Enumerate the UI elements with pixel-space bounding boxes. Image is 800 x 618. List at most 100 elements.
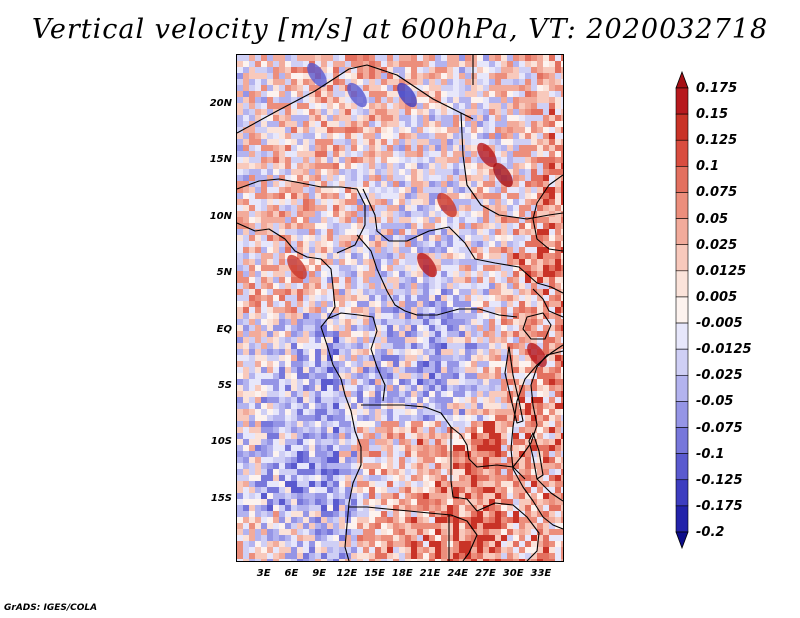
field-cell bbox=[423, 217, 430, 224]
field-cell bbox=[267, 127, 274, 134]
field-cell bbox=[435, 211, 442, 218]
field-cell bbox=[399, 499, 406, 506]
field-cell bbox=[387, 451, 394, 458]
field-cell bbox=[531, 427, 538, 434]
field-cell bbox=[405, 457, 412, 464]
field-cell bbox=[561, 145, 563, 152]
field-cell bbox=[405, 433, 412, 440]
field-cell bbox=[357, 343, 364, 350]
field-cell bbox=[549, 451, 556, 458]
field-cell bbox=[405, 181, 412, 188]
field-cell bbox=[537, 187, 544, 194]
field-cell bbox=[249, 361, 256, 368]
colorbar-level-label: 0.175 bbox=[696, 81, 738, 96]
field-cell bbox=[249, 403, 256, 410]
field-cell bbox=[267, 295, 274, 302]
field-cell bbox=[315, 205, 322, 212]
field-cell bbox=[537, 211, 544, 218]
field-cell bbox=[519, 427, 526, 434]
field-cell bbox=[489, 385, 496, 392]
field-cell bbox=[477, 205, 484, 212]
field-cell bbox=[435, 85, 442, 92]
field-cell bbox=[549, 157, 556, 164]
field-cell bbox=[399, 487, 406, 494]
field-cell bbox=[375, 481, 382, 488]
field-cell bbox=[315, 445, 322, 452]
field-cell bbox=[327, 427, 334, 434]
field-cell bbox=[501, 379, 508, 386]
field-cell bbox=[453, 115, 460, 122]
field-cell bbox=[489, 187, 496, 194]
field-cell bbox=[423, 379, 430, 386]
field-cell bbox=[519, 397, 526, 404]
colorbar bbox=[675, 70, 689, 550]
field-cell bbox=[243, 187, 250, 194]
field-cell bbox=[303, 187, 310, 194]
field-cell bbox=[351, 535, 358, 542]
field-cell bbox=[291, 121, 298, 128]
field-cell bbox=[441, 85, 448, 92]
field-cell bbox=[333, 121, 340, 128]
field-cell bbox=[507, 145, 514, 152]
field-cell bbox=[309, 223, 316, 230]
field-cell bbox=[333, 547, 340, 554]
field-cell bbox=[267, 79, 274, 86]
field-cell bbox=[339, 259, 346, 266]
field-cell bbox=[417, 85, 424, 92]
field-cell bbox=[507, 481, 514, 488]
field-cell bbox=[489, 289, 496, 296]
field-cell bbox=[405, 325, 412, 332]
field-cell bbox=[471, 61, 478, 68]
field-cell bbox=[273, 337, 280, 344]
field-cell bbox=[309, 433, 316, 440]
field-cell bbox=[279, 481, 286, 488]
field-cell bbox=[525, 553, 532, 560]
field-cell bbox=[393, 499, 400, 506]
field-cell bbox=[543, 73, 550, 80]
field-cell bbox=[465, 259, 472, 266]
field-cell bbox=[375, 205, 382, 212]
field-cell bbox=[249, 409, 256, 416]
field-cell bbox=[393, 301, 400, 308]
field-cell bbox=[315, 433, 322, 440]
field-cell bbox=[465, 511, 472, 518]
field-cell bbox=[435, 109, 442, 116]
field-cell bbox=[291, 457, 298, 464]
field-cell bbox=[243, 229, 250, 236]
field-cell bbox=[321, 391, 328, 398]
field-cell bbox=[345, 259, 352, 266]
field-cell bbox=[267, 325, 274, 332]
field-cell bbox=[531, 79, 538, 86]
field-cell bbox=[357, 319, 364, 326]
field-cell bbox=[543, 391, 550, 398]
field-cell bbox=[363, 79, 370, 86]
field-cell bbox=[429, 211, 436, 218]
field-cell bbox=[327, 403, 334, 410]
field-cell bbox=[525, 127, 532, 134]
colorbar-level-label: -0.2 bbox=[696, 525, 725, 540]
field-cell bbox=[321, 379, 328, 386]
field-cell bbox=[255, 253, 262, 260]
field-cell bbox=[303, 367, 310, 374]
field-cell bbox=[483, 379, 490, 386]
field-cell bbox=[423, 175, 430, 182]
field-cell bbox=[459, 61, 466, 68]
field-cell bbox=[351, 487, 358, 494]
field-cell bbox=[381, 85, 388, 92]
field-cell bbox=[363, 433, 370, 440]
field-cell bbox=[315, 187, 322, 194]
field-cell bbox=[315, 235, 322, 242]
field-cell bbox=[369, 271, 376, 278]
field-cell bbox=[543, 523, 550, 530]
field-cell bbox=[267, 457, 274, 464]
field-cell bbox=[273, 145, 280, 152]
field-cell bbox=[255, 175, 262, 182]
field-cell bbox=[363, 199, 370, 206]
field-cell bbox=[339, 151, 346, 158]
field-cell bbox=[495, 499, 502, 506]
field-cell bbox=[321, 277, 328, 284]
field-cell bbox=[507, 67, 514, 74]
field-cell bbox=[279, 301, 286, 308]
field-cell bbox=[255, 289, 262, 296]
field-cell bbox=[327, 511, 334, 518]
